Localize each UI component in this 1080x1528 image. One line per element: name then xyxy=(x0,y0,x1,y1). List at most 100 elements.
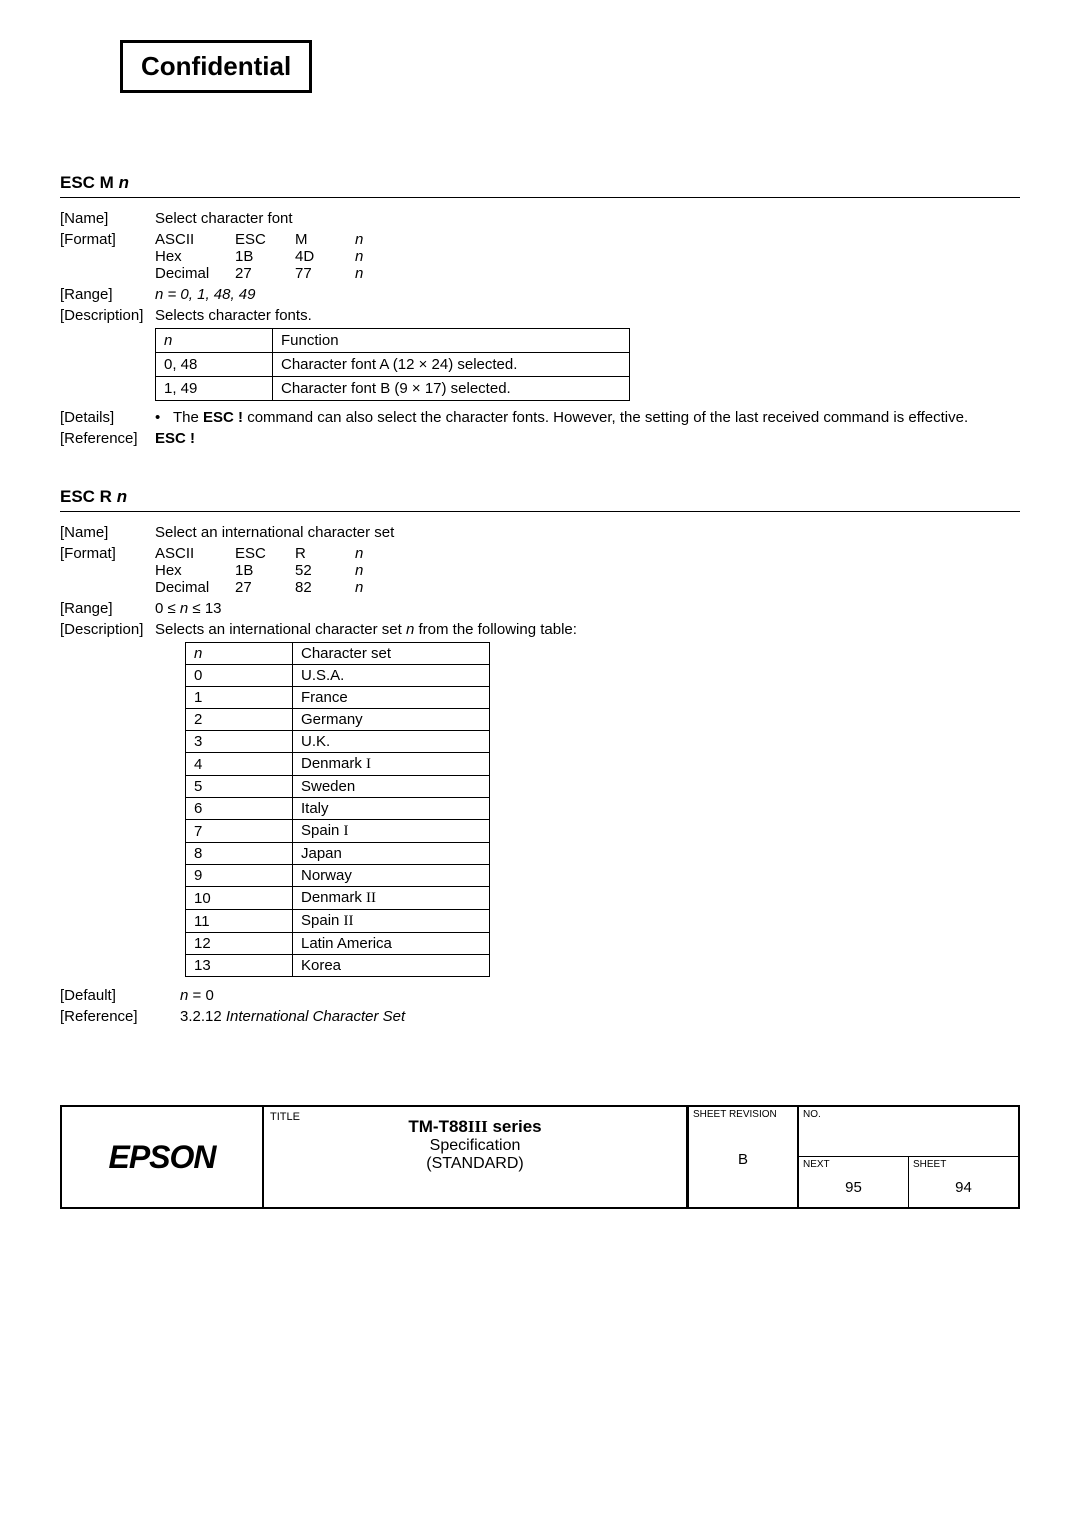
table-cell: Korea xyxy=(293,955,490,977)
cmd1-format-table: ASCII ESC M n Hex 1B 4D n Decimal 27 77 … xyxy=(155,231,1020,282)
fmt-cell: Decimal xyxy=(155,265,235,282)
fmt-cell: Decimal xyxy=(155,579,235,596)
cmd1-details-bullet: • The ESC ! command can also select the … xyxy=(155,409,1020,426)
fmt-cell: Hex xyxy=(155,562,235,579)
footer-sheet-label: SHEET xyxy=(913,1159,946,1170)
footer-right: SHEET REVISION B NO. NEXT 95 SHEET 94 xyxy=(688,1107,1018,1207)
label-details: [Details] xyxy=(60,409,155,426)
label-name: [Name] xyxy=(60,524,155,541)
fmt-cell: n xyxy=(355,545,395,562)
row-reference: [Reference] 3.2.12 International Charact… xyxy=(60,1008,1020,1025)
fmt-cell: R xyxy=(295,545,355,562)
label-range: [Range] xyxy=(60,600,155,617)
table-cell: 5 xyxy=(186,776,293,798)
table-cell: Sweden xyxy=(293,776,490,798)
table-cell: Spain xyxy=(301,822,344,839)
table-cell: Character font B (9 × 17) selected. xyxy=(273,377,630,401)
table-cell: Spain xyxy=(301,912,344,929)
command-title-esc-m: ESC M n xyxy=(60,173,1020,198)
footer-title-post: series xyxy=(488,1117,542,1136)
fmt-cell: ASCII xyxy=(155,231,235,248)
command-title-esc-r: ESC R n xyxy=(60,487,1020,512)
footer-next-label: NEXT xyxy=(803,1159,830,1170)
cmd2-title-prefix: ESC R xyxy=(60,487,117,506)
cmd1-title-ital: n xyxy=(119,173,129,192)
footer-sheet: SHEET 94 xyxy=(908,1157,1018,1207)
default-text: = 0 xyxy=(188,987,213,1004)
table-cell: 1, 49 xyxy=(156,377,273,401)
table-cell: 10 xyxy=(186,887,293,910)
table-cell: Norway xyxy=(293,865,490,887)
roman-numeral: I xyxy=(366,756,371,772)
table-cell: 13 xyxy=(186,955,293,977)
fmt-cell: 82 xyxy=(295,579,355,596)
row-name: [Name] Select an international character… xyxy=(60,524,1020,541)
fmt-cell: 27 xyxy=(235,265,295,282)
cmd1-description: Selects character fonts. xyxy=(155,307,1020,324)
fmt-cell: 1B xyxy=(235,248,295,265)
fmt-cell: Hex xyxy=(155,248,235,265)
footer-title-roman: III xyxy=(468,1117,488,1136)
fmt-cell: n xyxy=(355,248,395,265)
fmt-cell: 77 xyxy=(295,265,355,282)
cmd1-name: Select character font xyxy=(155,210,1020,227)
cmd1-func-table: n Function 0, 48 Character font A (12 × … xyxy=(155,328,630,401)
row-format: [Format] ASCII ESC R n Hex 1B 52 n Decim… xyxy=(60,545,1020,596)
cmd1-title-prefix: ESC M xyxy=(60,173,119,192)
row-default: [Default] n = 0 xyxy=(60,987,1020,1004)
table-cell: 4 xyxy=(186,753,293,776)
footer-no: NO. xyxy=(798,1107,1018,1157)
table-cell: U.S.A. xyxy=(293,665,490,687)
details-text: command can also select the character fo… xyxy=(243,409,968,426)
row-description: [Description] Selects character fonts. n… xyxy=(60,307,1020,401)
desc-text: Selects an international character set xyxy=(155,621,406,638)
details-text: The xyxy=(173,409,203,426)
range-ital: n xyxy=(180,600,188,617)
ref-text: 3.2.12 xyxy=(180,1008,226,1025)
fmt-cell: n xyxy=(355,579,395,596)
ref-ital: International Character Set xyxy=(226,1008,405,1025)
confidential-stamp: Confidential xyxy=(120,40,312,93)
cmd2-charset-table: n Character set 0U.S.A. 1France 2Germany… xyxy=(185,642,490,977)
footer-title-cell: TITLE TM-T88III series Specification (ST… xyxy=(264,1107,688,1207)
fmt-cell: n xyxy=(355,231,395,248)
table-cell: Latin America xyxy=(293,933,490,955)
row-format: [Format] ASCII ESC M n Hex 1B 4D n Decim… xyxy=(60,231,1020,282)
label-range: [Range] xyxy=(60,286,155,303)
row-details: [Details] • The ESC ! command can also s… xyxy=(60,409,1020,426)
roman-numeral: II xyxy=(366,890,376,906)
fmt-cell: 27 xyxy=(235,579,295,596)
footer-title-label: TITLE xyxy=(270,1111,300,1123)
roman-numeral: II xyxy=(344,913,354,929)
fmt-cell: n xyxy=(355,265,395,282)
fmt-cell: 4D xyxy=(295,248,355,265)
label-reference: [Reference] xyxy=(60,1008,180,1025)
footer-title-line2: Specification xyxy=(264,1137,686,1155)
table-header: n xyxy=(186,643,293,665)
cmd1-range: n = 0, 1, 48, 49 xyxy=(155,286,1020,303)
cmd2-name: Select an international character set xyxy=(155,524,1020,541)
table-cell: France xyxy=(293,687,490,709)
table-cell: 7 xyxy=(186,820,293,843)
footer-sheetrev-val: B xyxy=(695,1151,791,1168)
bullet-dot: • xyxy=(155,409,173,426)
row-reference: [Reference] ESC ! xyxy=(60,430,1020,447)
table-header: n xyxy=(156,329,273,353)
fmt-cell: 52 xyxy=(295,562,355,579)
fmt-cell: ESC xyxy=(235,545,295,562)
table-cell: 8 xyxy=(186,843,293,865)
table-cell: 0 xyxy=(186,665,293,687)
epson-logo: EPSON xyxy=(62,1107,264,1207)
fmt-cell: M xyxy=(295,231,355,248)
footer-block: EPSON TITLE TM-T88III series Specificati… xyxy=(60,1105,1020,1209)
range-text: 0 ≤ xyxy=(155,600,180,617)
table-cell: Denmark xyxy=(301,889,366,906)
label-reference: [Reference] xyxy=(60,430,155,447)
footer-title-line3: (STANDARD) xyxy=(264,1155,686,1173)
row-name: [Name] Select character font xyxy=(60,210,1020,227)
table-cell: Denmark xyxy=(301,755,366,772)
table-cell: Character font A (12 × 24) selected. xyxy=(273,353,630,377)
cmd2-format-table: ASCII ESC R n Hex 1B 52 n Decimal 27 82 … xyxy=(155,545,1020,596)
cmd2-title-ital: n xyxy=(117,487,127,506)
table-cell: 6 xyxy=(186,798,293,820)
